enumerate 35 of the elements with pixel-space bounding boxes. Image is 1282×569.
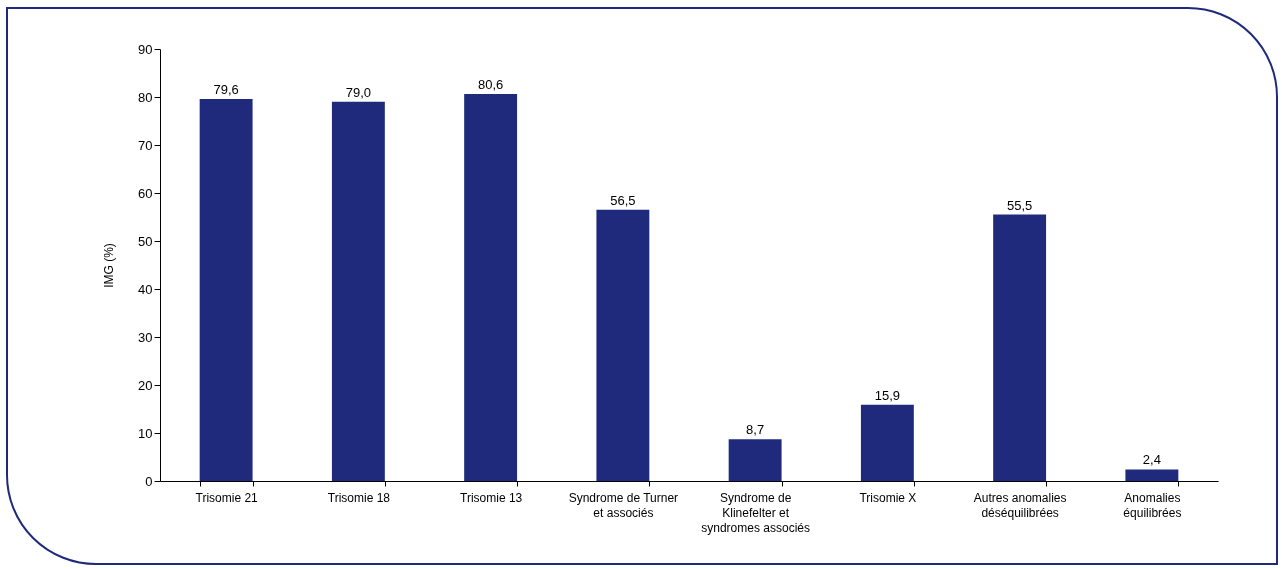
bar — [1125, 469, 1179, 481]
data-label: 79,0 — [345, 84, 372, 100]
x-tick-label: Trisomie 21 — [195, 490, 259, 505]
y-tick-label: 60 — [138, 185, 153, 201]
bar — [464, 94, 518, 481]
data-label: 79,6 — [213, 81, 239, 97]
x-tick-label: Autres anomalies déséquilibrées — [973, 490, 1067, 520]
bar — [993, 214, 1047, 481]
y-tick-label: 80 — [138, 89, 153, 105]
y-tick-label: 50 — [138, 233, 153, 249]
y-tick-label: 10 — [138, 425, 153, 441]
data-label: 55,5 — [1006, 197, 1033, 213]
y-tick-label: 70 — [138, 137, 153, 153]
x-tick-label: Anomalies équilibrées — [1123, 490, 1182, 520]
y-tick-label: 0 — [145, 473, 153, 489]
bar — [331, 101, 385, 481]
data-label: 56,5 — [610, 192, 636, 208]
data-label: 15,9 — [874, 387, 901, 403]
data-label: 8,7 — [746, 422, 765, 438]
y-axis-title: IMG (%) — [102, 243, 117, 288]
y-tick-label: 40 — [138, 281, 153, 297]
y-tick-label: 20 — [138, 377, 153, 393]
bar — [860, 404, 914, 481]
x-tick-label: Trisomie X — [859, 490, 917, 505]
bar — [728, 439, 782, 481]
x-tick-label: Trisomie 18 — [327, 490, 391, 505]
bar — [596, 209, 650, 481]
x-tick-label: Trisomie 13 — [460, 490, 523, 505]
data-label: 2,4 — [1142, 452, 1161, 468]
x-tick-label: Syndrome de Turner et associés — [568, 490, 679, 520]
bar — [199, 98, 253, 481]
y-tick-label: 30 — [138, 329, 153, 345]
data-label: 80,6 — [477, 77, 504, 93]
x-tick-label: Syndrome de Klinefelter et syndromes associés — [701, 490, 810, 535]
y-tick-label: 90 — [138, 41, 153, 57]
